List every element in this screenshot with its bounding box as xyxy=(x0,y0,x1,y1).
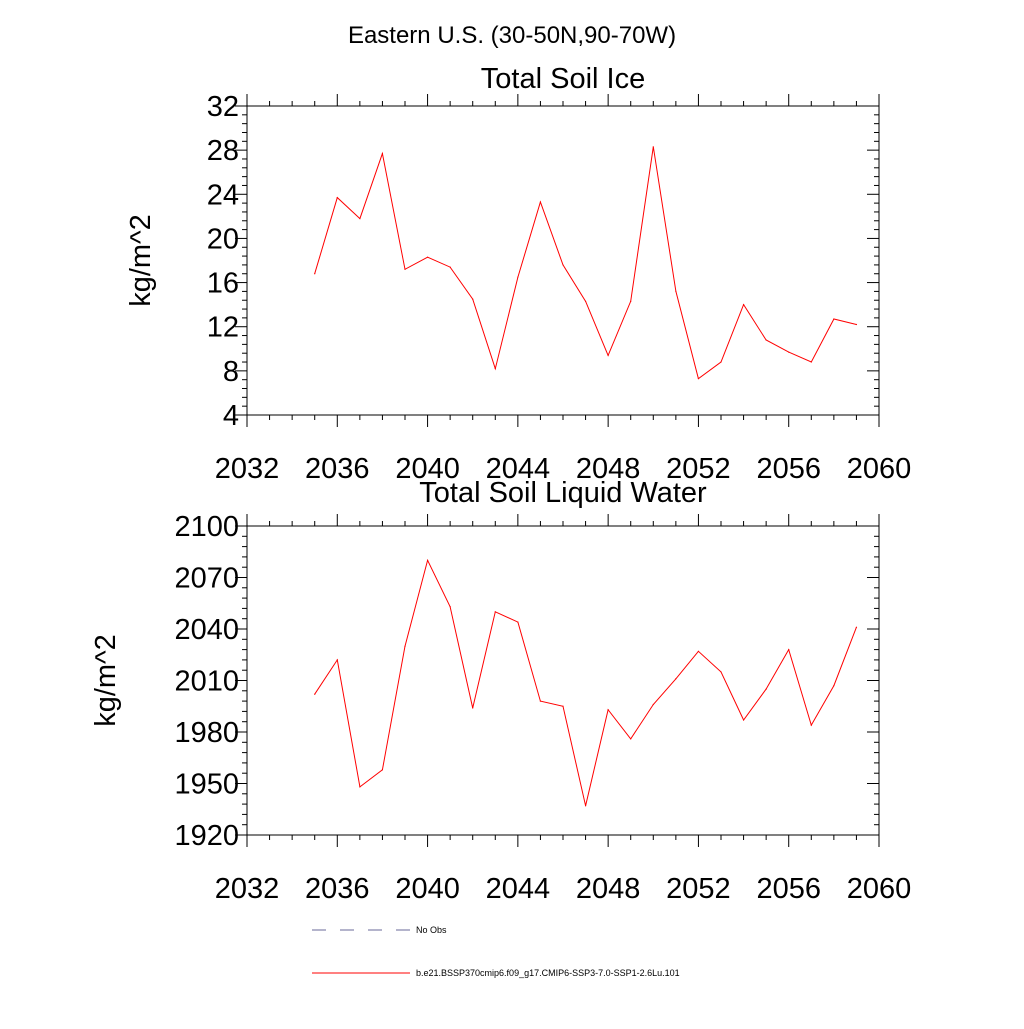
data-point-2053 xyxy=(720,361,722,363)
y-tick-label-12: 12 xyxy=(207,312,239,344)
data-point-2058 xyxy=(833,318,835,320)
series-line-total-soil-liquid-water xyxy=(314,558,857,806)
y-tick-label-28: 28 xyxy=(207,135,239,167)
data-point-2045 xyxy=(539,201,542,203)
chart-title: Total Soil Ice xyxy=(481,63,645,95)
data-point-2048 xyxy=(607,709,609,711)
data-point-2042 xyxy=(472,298,474,300)
data-point-2037 xyxy=(359,217,361,220)
data-point-2054 xyxy=(742,304,745,306)
data-point-2048 xyxy=(607,354,609,357)
data-point-2041 xyxy=(449,606,451,608)
y-tick-label-32: 32 xyxy=(207,91,239,123)
data-point-2047 xyxy=(584,300,587,302)
y-tick-label-1980: 1980 xyxy=(174,717,239,749)
data-point-2050 xyxy=(652,703,654,706)
y-tick-label-24: 24 xyxy=(207,179,239,211)
data-point-2044 xyxy=(517,276,519,278)
x-tick-label-2056: 2056 xyxy=(756,873,821,905)
data-point-2050 xyxy=(652,146,654,148)
data-point-2035 xyxy=(314,693,316,695)
data-point-2055 xyxy=(765,688,767,690)
data-point-2057 xyxy=(810,724,812,726)
legend: No Obs b.e21.BSSP370cmip6.f09_g17.CMIP6-… xyxy=(312,925,680,978)
data-point-2058 xyxy=(833,685,835,687)
figure-title: Eastern U.S. (30-50N,90-70W) xyxy=(348,22,676,49)
data-point-2046 xyxy=(562,264,564,266)
x-tick-label-2032: 2032 xyxy=(215,873,280,905)
chart-title: Total Soil Liquid Water xyxy=(419,477,707,509)
y-tick-label-2040: 2040 xyxy=(174,614,239,646)
data-point-2038 xyxy=(381,152,384,155)
y-tick-label-2070: 2070 xyxy=(174,563,239,595)
x-tick-label-2060: 2060 xyxy=(847,453,912,485)
data-point-2046 xyxy=(562,705,564,707)
y-tick-label-8: 8 xyxy=(223,356,239,388)
plot-frame xyxy=(246,105,880,416)
data-point-2054 xyxy=(742,719,745,721)
data-point-2059 xyxy=(855,626,858,628)
data-point-2039 xyxy=(404,268,406,270)
data-point-2043 xyxy=(494,611,496,613)
data-point-2051 xyxy=(675,678,677,680)
y-tick-label-1950: 1950 xyxy=(174,769,239,801)
data-point-2052 xyxy=(697,650,700,652)
data-point-2049 xyxy=(630,300,632,302)
data-point-2051 xyxy=(675,290,677,292)
y-axis-label: kg/m^2 xyxy=(125,214,157,307)
data-point-2041 xyxy=(449,266,451,268)
x-tick-label-2048: 2048 xyxy=(576,453,641,485)
data-point-2044 xyxy=(517,621,519,623)
x-tick-label-2052: 2052 xyxy=(666,453,731,485)
x-tick-label-2048: 2048 xyxy=(576,873,641,905)
legend-obs-label: No Obs xyxy=(416,925,447,935)
data-point-2056 xyxy=(788,351,790,353)
data-point-2055 xyxy=(765,339,767,341)
x-tick-label-2052: 2052 xyxy=(666,873,731,905)
data-point-2040 xyxy=(426,256,429,258)
chart-panel-total-soil-liquid-water: Total Soil Liquid Water kg/m^2 2032 2036 204… xyxy=(90,477,911,905)
x-tick-label-2044: 2044 xyxy=(486,453,551,485)
data-point-2057 xyxy=(810,361,812,363)
y-tick-label-2010: 2010 xyxy=(174,666,239,698)
legend-model-label: b.e21.BSSP370cmip6.f09_g17.CMIP6-SSP3-7.… xyxy=(416,968,680,978)
data-point-2038 xyxy=(381,769,384,771)
data-point-2035 xyxy=(314,273,316,275)
data-point-2053 xyxy=(720,671,722,673)
data-point-2059 xyxy=(855,323,858,326)
data-point-2036 xyxy=(336,196,338,199)
data-point-2052 xyxy=(697,377,700,380)
x-tick-label-2032: 2032 xyxy=(215,453,280,485)
data-point-2042 xyxy=(472,707,474,709)
x-tick-label-2036: 2036 xyxy=(305,873,370,905)
x-tick-label-2040: 2040 xyxy=(395,453,460,485)
data-point-2043 xyxy=(494,368,496,370)
data-point-2037 xyxy=(359,786,361,788)
y-tick-label-2100: 2100 xyxy=(174,511,239,543)
x-tick-label-2044: 2044 xyxy=(486,873,551,905)
y-axis-label: kg/m^2 xyxy=(90,634,122,727)
data-point-2049 xyxy=(630,738,632,740)
series-line-total-soil-ice xyxy=(314,146,857,380)
plot-frame xyxy=(246,525,880,836)
data-point-2039 xyxy=(404,645,406,647)
x-tick-label-2056: 2056 xyxy=(756,453,821,485)
x-tick-label-2040: 2040 xyxy=(395,873,460,905)
data-point-2036 xyxy=(336,659,338,661)
x-tick-label-2060: 2060 xyxy=(847,873,912,905)
y-tick-label-4: 4 xyxy=(223,400,239,432)
data-point-2040 xyxy=(426,559,429,561)
data-point-2056 xyxy=(788,649,790,651)
y-tick-label-16: 16 xyxy=(207,268,239,300)
data-point-2045 xyxy=(539,700,542,702)
x-tick-label-2036: 2036 xyxy=(305,453,370,485)
data-point-2047 xyxy=(584,805,587,807)
y-tick-label-20: 20 xyxy=(207,223,239,255)
y-tick-label-1920: 1920 xyxy=(174,820,239,852)
